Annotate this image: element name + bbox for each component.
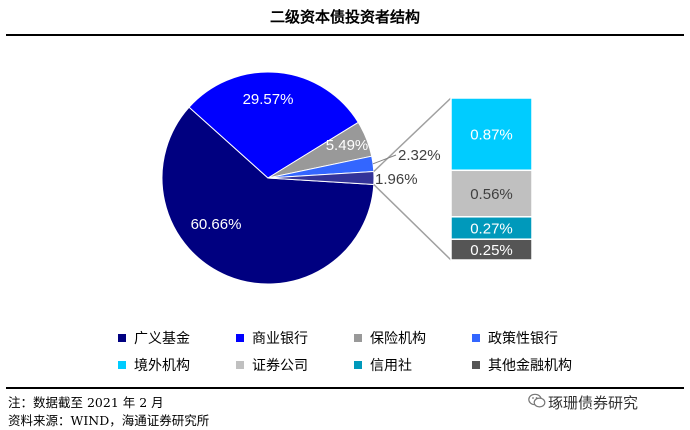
legend-label: 政策性银行: [488, 331, 558, 347]
bar-label-2: 0.56%: [470, 186, 513, 203]
data-labels: 60.66% 29.57% 5.49% 2.32% 1.96% 0.87% 0.56% 0.2…: [191, 91, 513, 259]
watermark-text: 琢珊债券研究: [548, 394, 639, 412]
legend-item-4: 政策性银行: [472, 330, 558, 348]
connector-lines: [373, 97, 452, 261]
chart-title: 二级资本债投资者结构: [269, 8, 420, 26]
slice-label-2: 29.57%: [243, 91, 294, 108]
pie-slice-1: [161, 106, 375, 285]
legend-swatch: [118, 361, 126, 369]
legend-item-2: 商业银行: [236, 330, 308, 348]
legend-label: 信用社: [370, 358, 412, 374]
legend-label: 商业银行: [252, 331, 308, 347]
pie-slice-2: [188, 71, 359, 179]
bar-label-1: 0.87%: [470, 127, 513, 144]
legend-swatch: [118, 334, 126, 342]
slice-label-1: 60.66%: [191, 216, 242, 233]
connector-top: [373, 97, 452, 173]
footnote: 注：数据截至 2021 年 2 月: [8, 395, 164, 410]
legend-swatch: [472, 334, 480, 342]
source-note: 资料来源：WIND，海通证券研究所: [8, 413, 210, 428]
main-pie: [161, 71, 375, 285]
legend-label: 保险机构: [370, 331, 426, 347]
legend-item-5: 境外机构: [118, 357, 190, 375]
slice-label-4: 2.32%: [398, 147, 441, 164]
legend-swatch: [354, 334, 362, 342]
legend-item-8: 其他金融机构: [472, 357, 572, 375]
legend-item-3: 保险机构: [354, 330, 426, 348]
bar-segment-1: [450, 97, 533, 172]
legend-swatch: [354, 361, 362, 369]
slice-label-5: 1.96%: [375, 171, 418, 188]
legend-item-6: 证券公司: [236, 357, 308, 375]
connector-bottom: [373, 183, 452, 261]
legend-item-1: 广义基金: [118, 330, 190, 348]
legend-label: 广义基金: [134, 331, 190, 347]
bar-label-4: 0.25%: [470, 242, 513, 259]
pie-of-pie-chart: 60.66% 29.57% 5.49% 2.32% 1.96% 0.87% 0.56% 0.2…: [161, 71, 533, 285]
top-rule: [6, 34, 684, 36]
legend-label: 境外机构: [134, 358, 190, 374]
legend-label: 证券公司: [252, 358, 308, 374]
bar-label-3: 0.27%: [470, 221, 513, 238]
legend-item-7: 信用社: [354, 357, 412, 375]
wechat-icon: [528, 393, 546, 408]
legend-swatch: [236, 361, 244, 369]
legend-swatch: [472, 361, 480, 369]
slice-label-3: 5.49%: [326, 137, 369, 154]
bottom-rule: [6, 387, 684, 389]
legend-label: 其他金融机构: [488, 358, 572, 374]
breakdown-bar: [450, 97, 533, 261]
legend-swatch: [236, 334, 244, 342]
bar-segment-4: [450, 238, 533, 261]
leader-line: [372, 154, 397, 165]
